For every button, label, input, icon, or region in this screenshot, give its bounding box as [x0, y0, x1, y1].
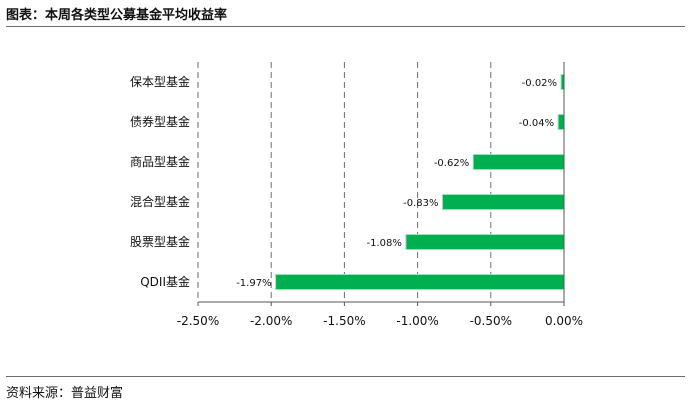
- bar-4: [405, 234, 565, 250]
- category-label-1: 债券型基金: [130, 114, 190, 129]
- x-tick-label-4: -0.50%: [470, 314, 512, 328]
- x-tick-label-2: -1.50%: [323, 314, 365, 328]
- category-label-0: 保本型基金: [130, 74, 190, 89]
- category-label-5: QDII基金: [140, 274, 190, 289]
- data-label-4: -1.08%: [366, 238, 401, 249]
- bar-1: [557, 114, 565, 130]
- category-label-4: 股票型基金: [130, 234, 190, 249]
- x-tick-label-3: -1.00%: [396, 314, 438, 328]
- data-label-1: -0.04%: [519, 118, 554, 129]
- data-label-3: -0.83%: [403, 198, 438, 209]
- category-label-2: 商品型基金: [130, 154, 190, 169]
- x-tick-label-0: -2.50%: [177, 314, 219, 328]
- chart-title: 图表：本周各类型公募基金平均收益率: [6, 8, 228, 23]
- data-label-5: -1.97%: [236, 278, 271, 289]
- category-label-3: 混合型基金: [130, 194, 190, 209]
- x-tick-label-5: 0.00%: [545, 314, 583, 328]
- x-tick-label-1: -2.00%: [250, 314, 292, 328]
- data-label-2: -0.62%: [434, 158, 469, 169]
- bar-2: [472, 154, 565, 170]
- top-rule: [6, 26, 685, 27]
- bottom-rule: [6, 376, 685, 377]
- bar-3: [441, 194, 565, 210]
- data-label-0: -0.02%: [522, 78, 557, 89]
- source-note: 资料来源：普益财富: [6, 386, 124, 401]
- bar-5: [275, 274, 565, 290]
